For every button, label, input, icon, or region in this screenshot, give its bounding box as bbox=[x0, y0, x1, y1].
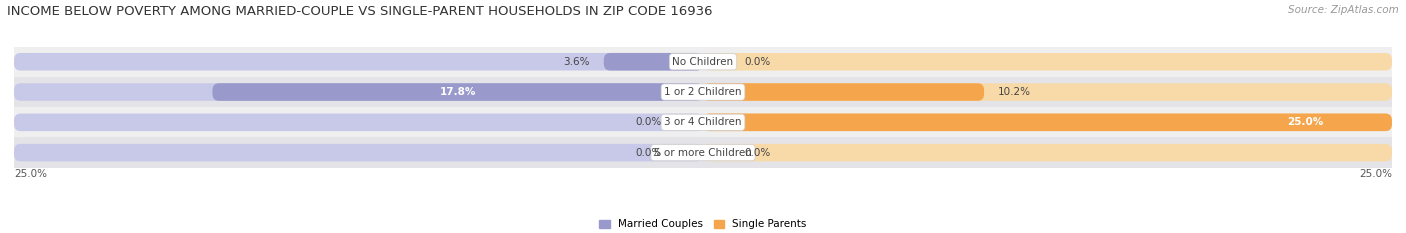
FancyBboxPatch shape bbox=[212, 83, 703, 101]
Text: 10.2%: 10.2% bbox=[998, 87, 1031, 97]
Text: 25.0%: 25.0% bbox=[1286, 117, 1323, 127]
Text: 0.0%: 0.0% bbox=[636, 148, 662, 158]
Bar bbox=[14, 107, 1392, 137]
Text: 3.6%: 3.6% bbox=[564, 57, 591, 67]
FancyBboxPatch shape bbox=[14, 144, 703, 161]
Bar bbox=[14, 47, 1392, 77]
FancyBboxPatch shape bbox=[703, 83, 1392, 101]
FancyBboxPatch shape bbox=[703, 144, 1392, 161]
Text: 25.0%: 25.0% bbox=[1360, 169, 1392, 179]
FancyBboxPatch shape bbox=[14, 113, 703, 131]
Text: 0.0%: 0.0% bbox=[744, 57, 770, 67]
Legend: Married Couples, Single Parents: Married Couples, Single Parents bbox=[599, 219, 807, 229]
Text: 3 or 4 Children: 3 or 4 Children bbox=[664, 117, 742, 127]
FancyBboxPatch shape bbox=[14, 53, 703, 71]
Text: No Children: No Children bbox=[672, 57, 734, 67]
Text: 0.0%: 0.0% bbox=[744, 148, 770, 158]
Text: 25.0%: 25.0% bbox=[14, 169, 46, 179]
Text: 17.8%: 17.8% bbox=[440, 87, 475, 97]
FancyBboxPatch shape bbox=[703, 113, 1392, 131]
FancyBboxPatch shape bbox=[14, 83, 703, 101]
Bar bbox=[14, 137, 1392, 168]
FancyBboxPatch shape bbox=[703, 83, 984, 101]
Text: Source: ZipAtlas.com: Source: ZipAtlas.com bbox=[1288, 5, 1399, 15]
Bar bbox=[14, 77, 1392, 107]
FancyBboxPatch shape bbox=[603, 53, 703, 71]
FancyBboxPatch shape bbox=[703, 113, 1392, 131]
Text: 1 or 2 Children: 1 or 2 Children bbox=[664, 87, 742, 97]
FancyBboxPatch shape bbox=[703, 53, 1392, 71]
Text: 0.0%: 0.0% bbox=[636, 117, 662, 127]
Text: INCOME BELOW POVERTY AMONG MARRIED-COUPLE VS SINGLE-PARENT HOUSEHOLDS IN ZIP COD: INCOME BELOW POVERTY AMONG MARRIED-COUPL… bbox=[7, 5, 713, 18]
Text: 5 or more Children: 5 or more Children bbox=[654, 148, 752, 158]
